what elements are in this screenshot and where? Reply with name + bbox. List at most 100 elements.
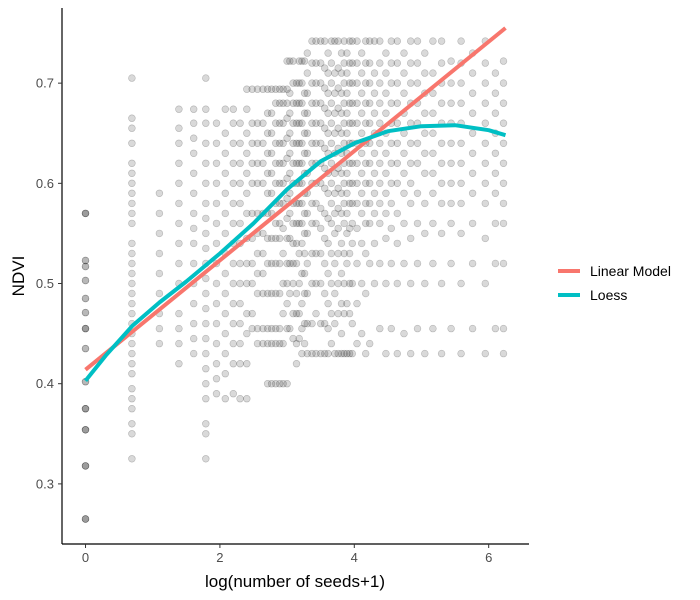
data-point [343, 69, 351, 77]
data-point [308, 37, 316, 45]
data-point [345, 349, 354, 358]
data-point [81, 209, 90, 218]
data-point [81, 324, 90, 333]
data-point [276, 259, 284, 268]
data-point [331, 189, 339, 198]
data-point [340, 179, 348, 188]
data-point [221, 370, 230, 378]
data-point [370, 37, 379, 45]
data-point [298, 269, 306, 278]
data-point [324, 89, 332, 97]
data-point [340, 219, 348, 228]
data-point [81, 324, 90, 333]
data-point [229, 179, 238, 188]
data-point [321, 84, 329, 92]
data-point [366, 259, 374, 268]
data-point [253, 269, 262, 278]
data-point [303, 319, 311, 328]
loess-line [83, 123, 507, 382]
data-point [212, 239, 221, 248]
data-point [393, 349, 401, 358]
data-point [387, 199, 395, 208]
data-point [190, 319, 198, 328]
data-point [362, 119, 370, 127]
data-point [202, 214, 210, 223]
data-point [236, 319, 244, 328]
data-point [229, 339, 238, 348]
data-point [212, 199, 221, 208]
data-point [81, 344, 90, 353]
data-point [202, 430, 210, 438]
data-point [248, 179, 256, 188]
data-point [81, 426, 90, 434]
data-point [317, 349, 325, 358]
data-point [300, 89, 309, 97]
data-point [259, 159, 267, 168]
data-point [190, 189, 198, 198]
data-point [447, 57, 455, 65]
data-point [331, 259, 339, 268]
data-point [321, 64, 329, 72]
data-point [327, 249, 336, 258]
data-point [343, 349, 351, 358]
data-point [236, 395, 244, 403]
data-point [429, 324, 437, 333]
data-point [337, 69, 346, 77]
data-point [312, 139, 320, 148]
data-point [283, 259, 291, 268]
data-point [321, 289, 329, 298]
data-point [337, 329, 346, 338]
data-point [253, 339, 262, 348]
data-point [272, 289, 280, 298]
data-point [263, 189, 272, 198]
data-point [308, 319, 316, 328]
data-point [263, 380, 272, 388]
data-point [308, 79, 316, 87]
data-point [348, 179, 356, 188]
data-point [236, 159, 244, 168]
data-point [413, 259, 422, 268]
data-point [276, 139, 284, 148]
data-point [298, 239, 306, 248]
data-point [413, 139, 422, 148]
data-point [429, 89, 437, 97]
data-point [457, 199, 465, 208]
data-point [128, 405, 136, 413]
data-point [308, 279, 316, 288]
data-point [212, 119, 221, 127]
data-point [447, 159, 455, 168]
data-point [300, 339, 309, 348]
data-point [400, 329, 408, 338]
data-point [334, 104, 342, 112]
data-point [334, 84, 342, 92]
data-point [248, 279, 256, 288]
data-point [175, 324, 183, 333]
data-point [437, 159, 446, 168]
data-point [81, 405, 90, 413]
data-point [128, 279, 136, 288]
data-point [499, 139, 508, 148]
data-point [382, 209, 390, 218]
data-point [221, 229, 230, 238]
data-point [376, 59, 384, 67]
data-point [353, 224, 361, 233]
data-point [400, 89, 408, 97]
data-point [279, 159, 287, 168]
data-point [358, 189, 366, 198]
data-point [393, 99, 401, 107]
data-point [276, 119, 284, 127]
data-point [128, 239, 136, 248]
data-point [317, 319, 325, 328]
data-point [400, 69, 408, 77]
data-point [289, 79, 297, 87]
data-point [312, 309, 320, 318]
data-point [81, 256, 90, 265]
data-point [312, 37, 320, 45]
data-point [259, 179, 267, 188]
data-point [272, 339, 280, 348]
data-point [155, 289, 164, 298]
data-point [382, 234, 390, 243]
data-point [267, 85, 276, 93]
data-point [345, 159, 354, 168]
data-point [263, 85, 272, 93]
